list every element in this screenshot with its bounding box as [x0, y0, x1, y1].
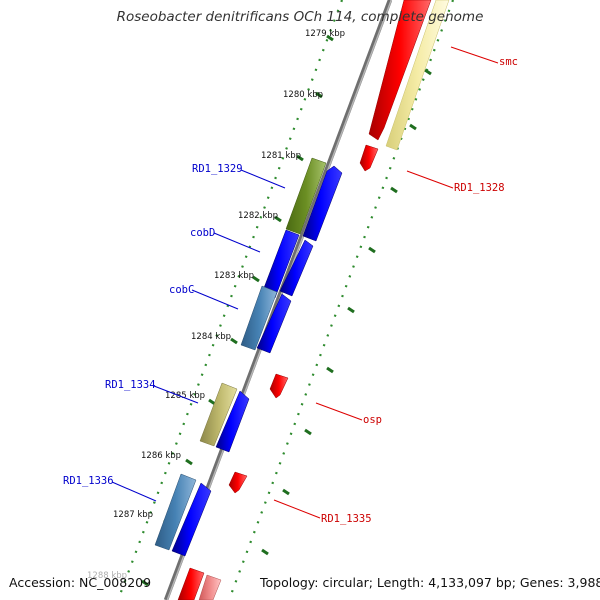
kbp-label: 1279 kbp: [305, 29, 345, 39]
gene-label-osp[interactable]: osp: [363, 414, 382, 426]
kbp-label: 1282 kbp: [238, 211, 278, 221]
gene-blue-arrow-4[interactable]: [215, 390, 250, 453]
gene-blue-arrow-1[interactable]: [302, 165, 343, 242]
gene-leader-lines: [111, 46, 499, 519]
gene-osp-feature[interactable]: [269, 373, 289, 399]
gene-pale-feature[interactable]: [385, 0, 450, 151]
kbp-label: 1283 kbp: [214, 271, 254, 281]
kbp-label: 1285 kbp: [165, 391, 205, 401]
kbp-label: 1280 kbp: [283, 90, 323, 100]
gene-smc-feature[interactable]: [368, 0, 432, 141]
gene-label-smc[interactable]: smc: [499, 56, 518, 68]
gene-rd1-1328-feature[interactable]: [359, 144, 379, 172]
gene-label-cobc[interactable]: cobC: [169, 284, 194, 296]
forward-strand-genes: [154, 157, 343, 557]
gene-label-rd1-1335[interactable]: RD1_1335: [321, 513, 372, 525]
reverse-tick-marks: [261, 68, 432, 556]
gene-bottom-red-feature[interactable]: [177, 567, 205, 600]
gene-label-rd1-1334[interactable]: RD1_1334: [105, 379, 156, 391]
gene-bottom-pink-feature[interactable]: [198, 574, 222, 600]
kbp-scale-labels: 1279 kbp 1280 kbp 1281 kbp 1282 kbp 1283…: [87, 29, 345, 581]
reverse-tick-track: [227, 0, 455, 600]
gene-cobd-feature[interactable]: [261, 229, 300, 299]
map-title: Roseobacter denitrificans OCh 114, compl…: [116, 9, 484, 25]
kbp-label: 1284 kbp: [191, 332, 231, 342]
gene-rd1-1336-feature[interactable]: [154, 473, 197, 551]
gene-blue-arrow-3[interactable]: [256, 293, 292, 354]
gene-label-rd1-1328[interactable]: RD1_1328: [454, 182, 505, 194]
gene-rd1-1329-feature[interactable]: [285, 157, 327, 235]
gene-rd1-1334-feature[interactable]: [199, 382, 238, 447]
gene-blue-arrow-2[interactable]: [279, 239, 314, 297]
gene-label-rd1-1336[interactable]: RD1_1336: [63, 475, 114, 487]
gene-rd1-1335-feature[interactable]: [228, 471, 248, 494]
kbp-label: 1286 kbp: [141, 451, 181, 461]
reverse-strand-genes: [177, 0, 450, 600]
gene-label-rd1-1329[interactable]: RD1_1329: [192, 163, 243, 175]
gene-label-cobd[interactable]: cobD: [190, 227, 215, 239]
accession-text: Accession: NC_008209: [9, 575, 152, 590]
gene-blue-arrow-5[interactable]: [171, 482, 212, 557]
kbp-label: 1281 kbp: [261, 151, 301, 161]
kbp-label: 1287 kbp: [113, 510, 153, 520]
kbp-label: 1288 kbp: [87, 571, 127, 581]
topology-text: Topology: circular; Length: 4,133,097 bp…: [260, 575, 600, 590]
gene-cobc-feature[interactable]: [240, 285, 278, 351]
forward-tick-track: [116, 0, 344, 600]
gene-labels: smc RD1_1328 RD1_1329 cobD cobC RD1_1334…: [63, 56, 518, 525]
